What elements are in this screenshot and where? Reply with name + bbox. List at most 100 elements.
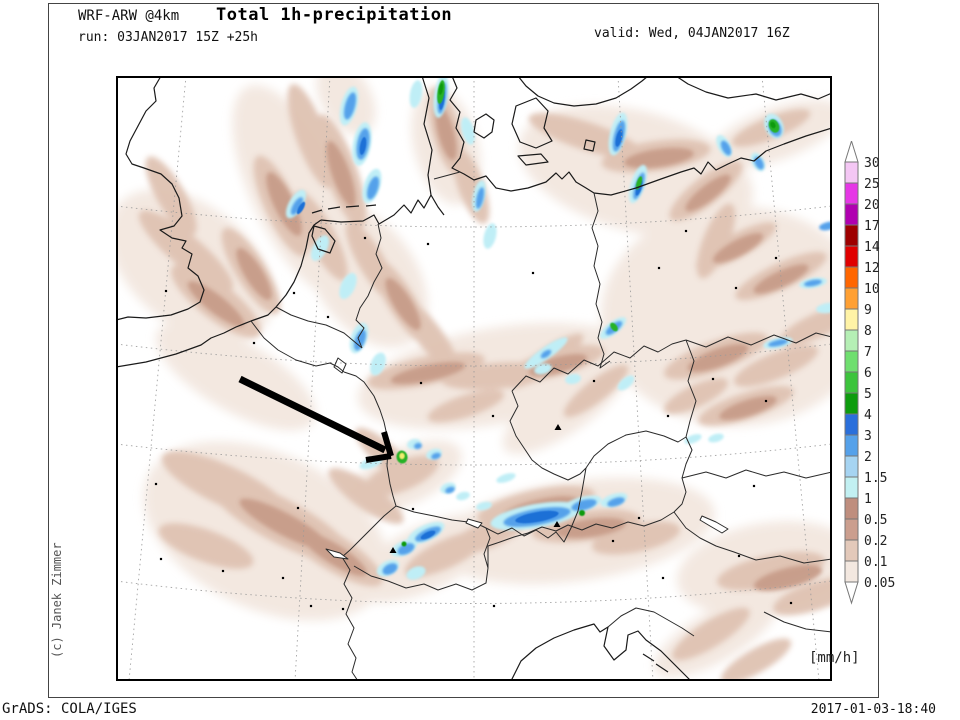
plot-title: Total 1h-precipitation (216, 5, 453, 25)
station-dot (611, 539, 614, 543)
precip-blob (460, 117, 475, 145)
precip-blob (753, 264, 808, 294)
station-dot (531, 271, 534, 275)
station-dot (764, 399, 767, 403)
precip-blob (614, 129, 623, 147)
legend-swatch (844, 350, 859, 373)
precip-blob (369, 352, 386, 376)
legend-tick-label: 0.2 (864, 534, 887, 549)
coastlines (115, 75, 832, 682)
precip-blob (430, 452, 441, 460)
precip-blob (514, 510, 559, 524)
precip-layer-green-max (395, 80, 779, 547)
legend-tick-label: 12 (864, 261, 880, 276)
precip-blob (707, 433, 724, 443)
precip-blob (609, 322, 618, 332)
precip-blob (753, 565, 822, 591)
station-dot (734, 286, 737, 290)
precip-blob (663, 378, 728, 414)
station-dot (789, 601, 792, 605)
station-dot (752, 484, 755, 488)
precip-blob (563, 364, 628, 418)
legend-tick-label: 7 (864, 345, 872, 360)
precip-blob (578, 510, 585, 516)
legend-swatch (844, 455, 859, 478)
precip-blob (718, 396, 777, 420)
station-dot (426, 242, 429, 246)
legend-swatch (844, 182, 859, 205)
precip-blob (382, 563, 397, 575)
station-dot (419, 381, 422, 385)
precip-map-svg (108, 61, 871, 684)
precip-blob (265, 172, 302, 236)
precip-blob (384, 278, 421, 330)
precip-blob (564, 373, 581, 385)
precip-blob (623, 147, 694, 169)
peak-triangle-icon (554, 424, 562, 430)
credit-vertical-label: (c) Janek Zimmer (50, 542, 64, 658)
station-dot (164, 289, 167, 293)
legend-tick-label: 6 (864, 366, 872, 381)
precip-blob (290, 197, 303, 215)
legend-swatch (844, 329, 859, 352)
precip-blob (475, 187, 484, 209)
run-label: run: 03JAN2017 15Z +25h (78, 30, 259, 45)
precip-blob (235, 248, 272, 300)
legend-tick-label: 5 (864, 387, 872, 402)
station-dot (252, 341, 255, 345)
precip-blob (540, 349, 551, 359)
legend-tick-label: 4 (864, 408, 872, 423)
precip-map (77, 57, 871, 684)
station-dot (491, 414, 494, 418)
legend-tick-label: 0.05 (864, 576, 895, 591)
precip-blob (399, 453, 405, 459)
station-dots (154, 229, 792, 611)
precip-blob (144, 156, 197, 236)
legend-tick-label: 25 (864, 177, 880, 192)
station-dot (711, 377, 714, 381)
station-dot (341, 607, 344, 611)
page-border (48, 3, 879, 698)
graticule (115, 75, 832, 682)
peak-triangle-icon (389, 547, 397, 553)
station-dot (666, 414, 669, 418)
precip-blob (434, 105, 457, 161)
legend-tick-label: 20 (864, 198, 880, 213)
footer-grads-label: GrADS: COLA/IGES (2, 701, 137, 717)
station-dot (411, 507, 414, 511)
precip-blob (769, 121, 776, 129)
color-legend: 30 25 20 17 14 12 10 9 8 7 6 5 4 3 2 1.5 1 0.5 0.2 0.1 0.05 (805, 122, 895, 605)
precip-blob (803, 279, 822, 287)
legend-tick-label: 17 (864, 219, 880, 234)
precip-blob (353, 329, 366, 351)
precip-blob (405, 566, 426, 580)
color-legend-svg: 30 25 20 17 14 12 10 9 8 7 6 5 4 3 2 1.5 1 0.5 0.2 0.1 0.05 (843, 139, 895, 605)
station-dot (281, 576, 284, 580)
legend-tick-label: 3 (864, 429, 872, 444)
map-frame (115, 76, 832, 681)
station-dot (657, 266, 660, 270)
station-dot (296, 506, 299, 510)
precip-blob (296, 201, 305, 215)
legend-swatch (844, 266, 859, 289)
precip-blob (570, 499, 597, 511)
legend-overflow-top (843, 139, 859, 163)
precip-blob (683, 434, 702, 444)
station-dot (684, 229, 687, 233)
precip-blob (635, 176, 642, 190)
legend-swatch (844, 224, 859, 247)
precip-blob (310, 235, 329, 261)
station-dot (661, 576, 664, 580)
precip-blob (733, 345, 818, 387)
precip-blob (555, 517, 626, 539)
precip-blob (366, 176, 379, 200)
station-dot (309, 604, 312, 608)
precip-blob (359, 137, 366, 155)
station-dot (221, 569, 224, 573)
peak-markers (389, 424, 562, 553)
precip-blob (687, 344, 748, 372)
legend-tick-label: 0.1 (864, 555, 887, 570)
precip-blob (404, 531, 487, 577)
legend-swatch (844, 539, 859, 562)
station-dot (737, 554, 740, 558)
